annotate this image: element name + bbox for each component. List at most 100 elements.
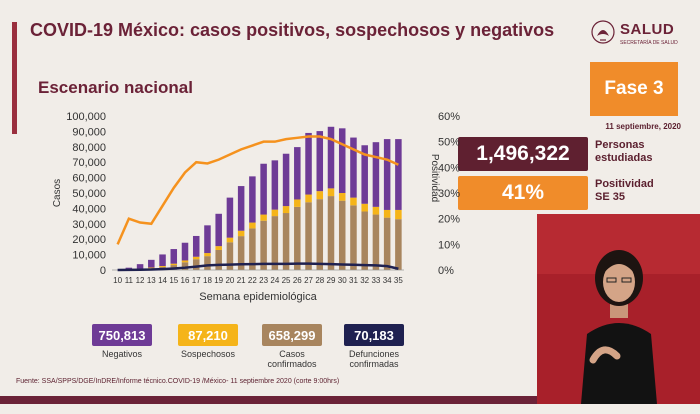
y-tick-label: 90,000 [72, 126, 106, 138]
salud-logo: SALUD SECRETARÍA DE SALUD [590, 18, 690, 54]
y-tick-label: 0 [100, 265, 106, 277]
persons-studied-label: Personas estudiadas [595, 139, 652, 165]
bar-negative [227, 198, 234, 238]
bar-confirmed [328, 196, 335, 270]
bar-confirmed [384, 218, 391, 270]
logo-name: SALUD [620, 21, 674, 38]
bar-suspected [384, 210, 391, 218]
x-tick-label: 11 [125, 276, 134, 285]
y2-tick-label: 60% [438, 111, 460, 123]
x-tick-label: 34 [383, 276, 392, 285]
bar-confirmed [294, 207, 301, 270]
bar-negative [182, 243, 189, 261]
x-tick-label: 24 [270, 276, 279, 285]
x-tick-label: 14 [158, 276, 167, 285]
y2-tick-label: 10% [438, 239, 460, 251]
y-tick-label: 100,000 [66, 111, 106, 123]
bar-negative [137, 264, 144, 269]
phase-badge: Fase 3 [590, 62, 678, 116]
x-tick-label: 25 [282, 276, 291, 285]
x-tick-label: 16 [181, 276, 190, 285]
x-tick-label: 23 [259, 276, 268, 285]
bar-suspected [350, 198, 357, 206]
x-tick-label: 18 [203, 276, 212, 285]
summary-value: 750,813 [92, 324, 152, 346]
accent-bar [12, 22, 17, 134]
bar-suspected [148, 268, 155, 269]
bar-negative [305, 133, 312, 195]
bar-suspected [317, 191, 324, 199]
summary-label-line1: Negativos [80, 349, 164, 359]
bar-negative [171, 249, 178, 264]
positivity-label-line1: Positividad [595, 178, 654, 191]
x-tick-label: 29 [327, 276, 336, 285]
y-tick-label: 20,000 [72, 234, 106, 246]
persons-label-line1: Personas [595, 139, 652, 152]
bar-negative [294, 147, 301, 199]
bar-confirmed [395, 219, 402, 270]
bar-confirmed [373, 215, 380, 270]
x-tick-label: 33 [371, 276, 380, 285]
bar-negative [215, 214, 222, 246]
y-tick-label: 70,000 [72, 157, 106, 169]
bar-negative [373, 142, 380, 207]
page-title: COVID-19 México: casos positivos, sospec… [30, 20, 554, 41]
y-tick-label: 30,000 [72, 219, 106, 231]
interpreter-figure [537, 214, 700, 404]
bar-negative [204, 225, 211, 253]
bar-suspected [193, 257, 200, 259]
bar-suspected [395, 210, 402, 219]
x-tick-label: 19 [214, 276, 223, 285]
y-tick-label: 60,000 [72, 173, 106, 185]
y-axis-title: Casos [52, 179, 63, 207]
bar-confirmed [317, 199, 324, 270]
bar-negative [238, 186, 245, 231]
x-tick-label: 13 [147, 276, 156, 285]
source-note: Fuente: SSA/SPPS/DGE/InDRE/Informe técni… [16, 378, 339, 385]
x-tick-label: 31 [349, 276, 358, 285]
bar-suspected [305, 195, 312, 203]
y2-tick-label: 40% [438, 162, 460, 174]
bar-negative [148, 260, 155, 268]
x-tick-label: 12 [136, 276, 145, 285]
bar-suspected [215, 246, 222, 250]
bar-suspected [238, 231, 245, 236]
bar-suspected [373, 207, 380, 215]
summary-label-line2: confirmados [250, 359, 334, 369]
bar-suspected [272, 210, 279, 216]
x-tick-label: 15 [169, 276, 178, 285]
x-tick-label: 27 [304, 276, 313, 285]
bar-negative [283, 154, 290, 206]
summary-value: 87,210 [178, 324, 238, 346]
bar-confirmed [361, 211, 368, 270]
phase-date: 11 septiembre, 2020 [585, 122, 681, 131]
summary-value: 658,299 [262, 324, 322, 346]
bar-suspected [328, 188, 335, 196]
x-tick-label: 17 [192, 276, 201, 285]
y2-tick-label: 50% [438, 137, 460, 149]
bar-suspected [260, 215, 267, 221]
bar-negative [317, 131, 324, 191]
summary-label-line2: confirmadas [332, 359, 416, 369]
logo-tagline: SECRETARÍA DE SALUD [620, 40, 678, 46]
bar-confirmed [339, 201, 346, 270]
x-tick-label: 21 [237, 276, 246, 285]
bar-suspected [294, 199, 301, 206]
y-tick-label: 10,000 [72, 250, 106, 262]
x-tick-label: 20 [225, 276, 234, 285]
bar-confirmed [193, 259, 200, 270]
page-subtitle: Escenario nacional [38, 78, 193, 98]
persons-label-line2: estudiadas [595, 152, 652, 165]
summary-label-line1: Defunciones [332, 349, 416, 359]
bar-suspected [339, 193, 346, 201]
bar-negative [328, 127, 335, 189]
bar-suspected [227, 238, 234, 243]
bar-confirmed [272, 216, 279, 270]
bar-negative [384, 139, 391, 210]
x-tick-label: 28 [315, 276, 324, 285]
x-tick-label: 30 [338, 276, 347, 285]
bar-negative [260, 164, 267, 215]
summary-value: 70,183 [344, 324, 404, 346]
bar-negative [395, 139, 402, 210]
